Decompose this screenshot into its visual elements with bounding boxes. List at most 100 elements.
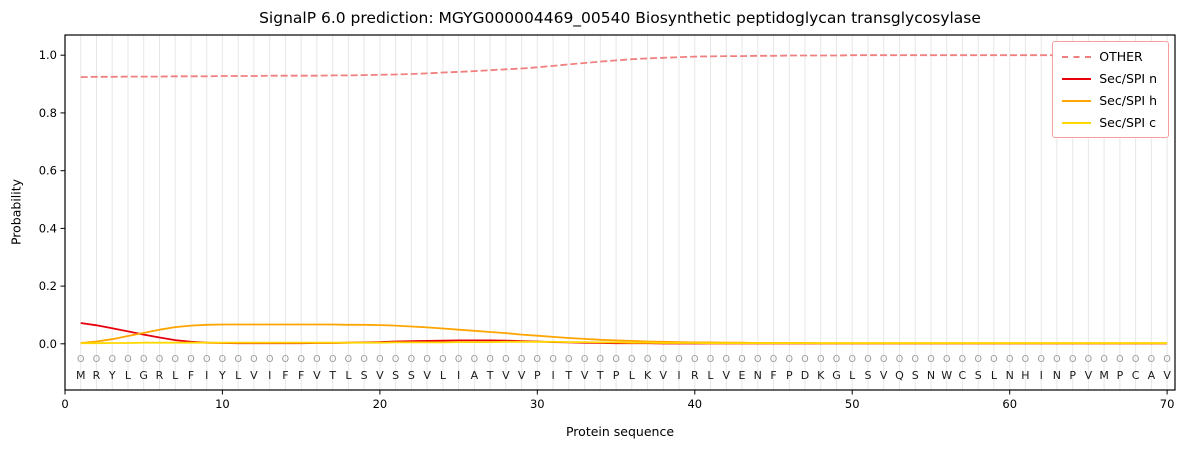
pred-label: O [1100, 354, 1107, 365]
pred-label: O [392, 354, 399, 365]
chart-title: SignalP 6.0 prediction: MGYG000004469_00… [259, 9, 981, 27]
pred-label: O [1116, 354, 1123, 365]
y-tick-label: 0.6 [39, 164, 57, 178]
pred-label: O [408, 354, 415, 365]
residue-letter: I [1040, 369, 1043, 382]
pred-label: O [1006, 354, 1013, 365]
pred-label: O [738, 354, 745, 365]
y-tick-label: 0.0 [39, 337, 57, 351]
y-tick-label: 0.2 [39, 279, 57, 293]
residue-letter: C [1132, 369, 1140, 382]
residue-letter: P [534, 369, 541, 382]
pred-label: O [644, 354, 651, 365]
residue-letter: S [912, 369, 919, 382]
legend-item-sec-spi-n: Sec/SPI n [1062, 71, 1157, 86]
residue-letter: M [76, 369, 86, 382]
residue-letter: L [991, 369, 998, 382]
pred-label: O [266, 354, 273, 365]
residue-letter: G [832, 369, 841, 382]
residue-letter: P [1069, 369, 1076, 382]
legend-line-sample-sec-spi-h [1062, 99, 1092, 102]
residue-letter: P [1117, 369, 1124, 382]
residue-letter: V [423, 369, 431, 382]
residue-letter: H [1021, 369, 1029, 382]
pred-label: O [219, 354, 226, 365]
legend-line-sample-other [1062, 55, 1092, 58]
pred-label: O [691, 354, 698, 365]
x-tick-label: 40 [687, 397, 702, 411]
residue-letter: V [1085, 369, 1093, 382]
residue-letter: P [613, 369, 620, 382]
pred-label: O [1053, 354, 1060, 365]
residue-letter: E [739, 369, 746, 382]
pred-label: O [282, 354, 289, 365]
legend-line-sample-sec-spi-n [1062, 77, 1092, 80]
pred-label: O [360, 354, 367, 365]
pred-label: O [927, 354, 934, 365]
pred-label: O [534, 354, 541, 365]
pred-label: O [1085, 354, 1092, 365]
residue-letter: V [376, 369, 384, 382]
y-tick-label: 0.4 [39, 221, 57, 235]
pred-label: O [203, 354, 210, 365]
residue-letter: F [298, 369, 304, 382]
pred-label: O [1037, 354, 1044, 365]
residue-letter: L [172, 369, 179, 382]
residue-letter: I [205, 369, 208, 382]
residue-letter: D [801, 369, 809, 382]
residue-letter: V [581, 369, 589, 382]
gridlines [80, 35, 1168, 390]
residue-letter: I [268, 369, 271, 382]
pred-label: O [1022, 354, 1029, 365]
residue-letter: N [927, 369, 935, 382]
residue-letter: F [188, 369, 194, 382]
pred-label: O [108, 354, 115, 365]
residue-letter: I [457, 369, 460, 382]
pred-label: O [833, 354, 840, 365]
residue-letter: Y [218, 369, 226, 382]
residue-letter: G [139, 369, 148, 382]
pred-label: O [1069, 354, 1076, 365]
pred-label: O [612, 354, 619, 365]
residue-letter: V [1163, 369, 1171, 382]
pred-label: O [723, 354, 730, 365]
residue-letter: V [880, 369, 888, 382]
pred-label: O [1148, 354, 1155, 365]
pred-label: O [156, 354, 163, 365]
pred-label: O [660, 354, 667, 365]
residue-letter: L [849, 369, 856, 382]
pred-label: O [754, 354, 761, 365]
x-tick-label: 70 [1160, 397, 1175, 411]
residue-letter: L [125, 369, 132, 382]
residue-letter: T [564, 369, 572, 382]
legend-item-sec-spi-c: Sec/SPI c [1062, 115, 1157, 130]
residue-letter: R [691, 369, 699, 382]
series-line-sec-spi-c [80, 340, 1168, 345]
series-line-other [80, 54, 1168, 78]
x-tick-label: 0 [61, 397, 68, 411]
residue-letter: A [471, 369, 479, 382]
pred-label: O [313, 354, 320, 365]
series-line-sec-spi-h [80, 323, 1168, 345]
x-axis-label: Protein sequence [565, 424, 675, 439]
residue-letter: S [392, 369, 399, 382]
residue-letter: T [596, 369, 604, 382]
legend: OTHER Sec/SPI n Sec/SPI h Sec/SPI c [1052, 41, 1169, 138]
residue-letter: L [440, 369, 447, 382]
residue-letter: V [518, 369, 526, 382]
pred-label: O [1132, 354, 1139, 365]
residue-letter: V [723, 369, 731, 382]
pred-label: O [675, 354, 682, 365]
pred-label: O [786, 354, 793, 365]
residue-letter: I [551, 369, 554, 382]
pred-label: O [297, 354, 304, 365]
residue-letter: K [817, 369, 825, 382]
legend-item-other: OTHER [1062, 49, 1157, 64]
residue-letter: S [975, 369, 982, 382]
pred-label: O [896, 354, 903, 365]
pred-label: O [628, 354, 635, 365]
residue-letter: R [93, 369, 101, 382]
residue-letter: N [1053, 369, 1061, 382]
axis-ticks: 0 10 20 30 40 50 60 70 0.0 0.2 0.4 0.6 0.8 1.0 [39, 48, 1175, 411]
